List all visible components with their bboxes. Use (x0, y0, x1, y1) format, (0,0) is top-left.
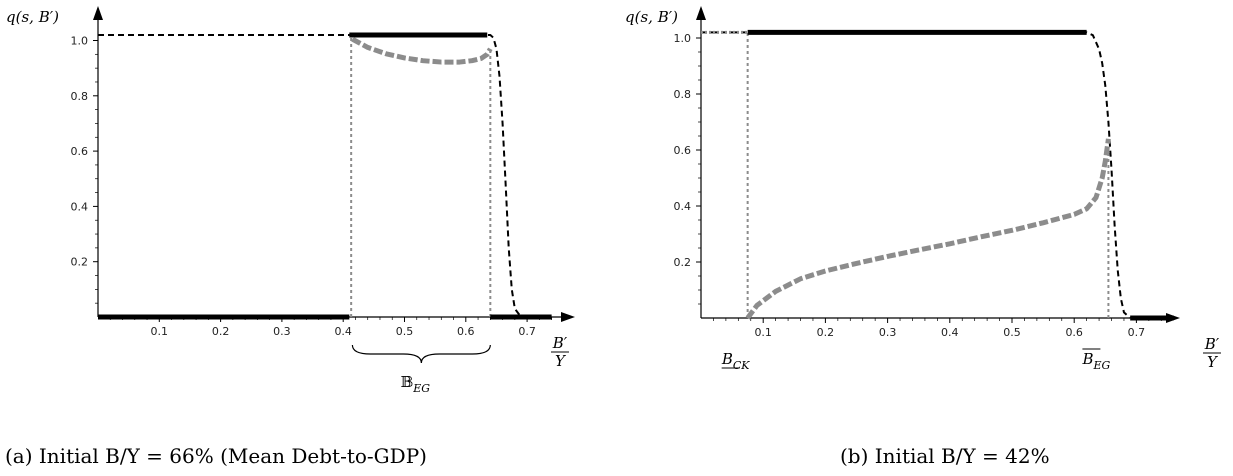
x-tick-label: 0.6 (1065, 326, 1083, 339)
brace-label-subscript: EG (412, 382, 430, 395)
axis-marker-subscript: EG (1093, 359, 1111, 372)
axis-marker-subscript: CK (733, 359, 750, 372)
x-tick-label: 0.3 (273, 325, 291, 338)
x-axis-label-denominator: Y (555, 352, 567, 370)
chart-caption: (a) Initial B/Y = 66% (Mean Debt-to-GDP) (5, 444, 427, 468)
y-tick-label: 0.4 (71, 200, 89, 213)
x-tick-label: 0.1 (151, 325, 169, 338)
y-tick-label: 1.0 (674, 32, 692, 45)
axis-marker-main: B (721, 350, 733, 368)
x-tick-label: 0.7 (518, 325, 536, 338)
y-tick-label: 0.6 (674, 144, 692, 157)
brace-label: 𝔹EG (401, 373, 431, 395)
chart-a: 0.1 0.2 0.3 0.4 0.5 0.6 0.7 0.2 0.4 0.6 0.8 1.0 q(s,… (5, 6, 575, 468)
x-tick-label: 0.6 (457, 325, 475, 338)
y-tick-label: 0.2 (674, 256, 692, 269)
axis-marker-main: B (1081, 350, 1093, 368)
brace-label-main: 𝔹 (401, 373, 414, 391)
y-tick-label: 0.8 (71, 90, 89, 103)
x-tick-label: 0.4 (941, 326, 959, 339)
y-tick-label: 0.6 (71, 145, 89, 158)
series-line (351, 36, 493, 65)
series-line (701, 31, 1131, 319)
y-axis-arrow (93, 6, 103, 20)
y-tick-label: 0.2 (71, 256, 89, 269)
x-tick-label: 0.3 (879, 326, 897, 339)
axis-marker-label: BCK (721, 350, 750, 372)
x-tick-label: 0.5 (396, 325, 414, 338)
x-axis-label-numerator: B′ (552, 334, 568, 352)
x-tick-label: 0.7 (1128, 326, 1146, 339)
x-tick-label: 0.2 (212, 325, 230, 338)
brace (351, 344, 491, 364)
y-tick-label: 1.0 (71, 35, 89, 48)
x-axis-arrow (561, 312, 575, 322)
series-line (745, 138, 1111, 320)
x-tick-label: 0.2 (817, 326, 835, 339)
x-axis-label-denominator: Y (1207, 353, 1219, 371)
y-axis-arrow (696, 6, 706, 20)
y-tick-label: 0.8 (674, 88, 692, 101)
y-axis-label: q(s, B′) (6, 8, 59, 26)
axis-marker-label: BEG (1081, 350, 1110, 372)
x-axis-label-numerator: B′ (1204, 335, 1220, 353)
x-tick-label: 0.5 (1003, 326, 1021, 339)
chart-caption: (b) Initial B/Y = 42% (840, 444, 1050, 468)
x-tick-label: 0.4 (334, 325, 352, 338)
chart-b: 0.1 0.2 0.3 0.4 0.5 0.6 0.7 0.2 0.4 0.6 0.8 1.0 q(s,… (625, 6, 1221, 468)
y-axis-label: q(s, B′) (625, 8, 678, 26)
y-tick-label: 0.4 (674, 200, 692, 213)
series-line (98, 33, 522, 318)
x-tick-label: 0.1 (754, 326, 772, 339)
